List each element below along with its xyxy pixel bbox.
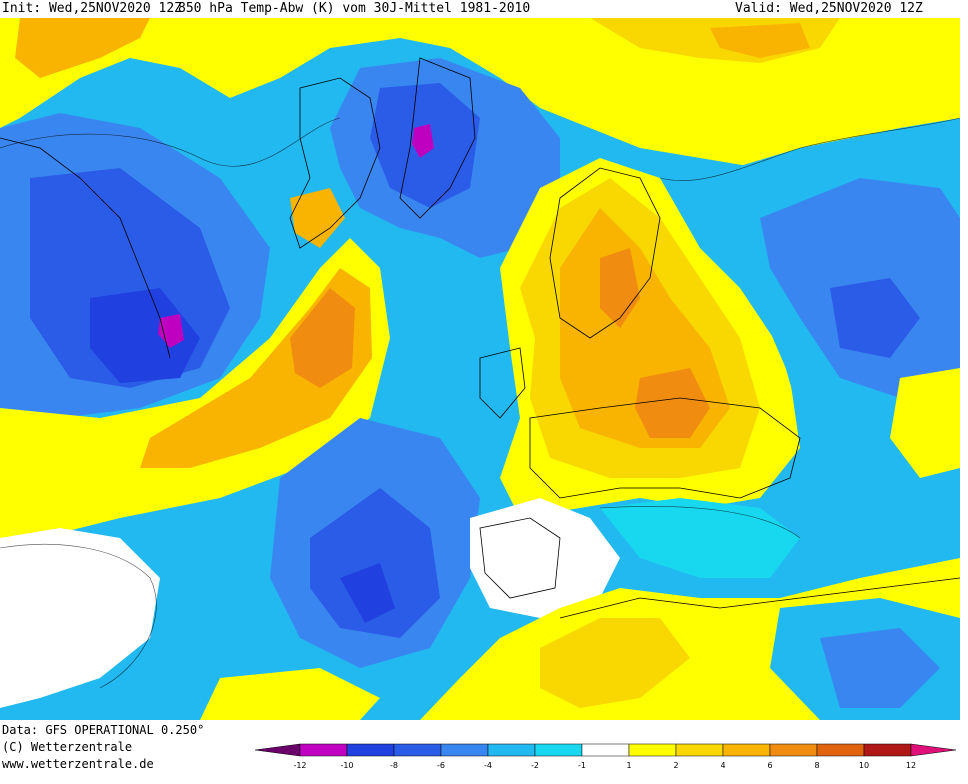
very-cold-region-russia (830, 278, 920, 358)
coast-greenland-west (289, 77, 381, 249)
legend-color-box (440, 743, 489, 757)
legend-color-box (722, 743, 771, 757)
anomaly-field (0, 18, 960, 720)
warm-region-northwest (15, 18, 150, 78)
legend-tick-label: 10 (859, 761, 869, 770)
legend-color-box (534, 743, 583, 757)
legend-tick-label: 2 (673, 761, 678, 770)
legend-tick-label: 1 (626, 761, 631, 770)
warm-tongue-peak (290, 288, 355, 388)
color-scale-bar: -12 -10 -8 -6 -4 -2 -1 1 2 4 6 8 10 12 (254, 743, 957, 770)
coast-british-isles (479, 347, 526, 419)
neutral-region-iberia (470, 498, 620, 618)
coast-svalbard (399, 57, 476, 219)
warm-tongue-atlantic (0, 238, 390, 538)
legend-tick-label: 8 (814, 761, 819, 770)
contour-line (0, 543, 157, 689)
init-time-label: Init: Wed,25NOV2020 12Z (2, 1, 183, 16)
contour-lines (0, 117, 960, 689)
copyright-label: (C) Wetterzentrale (2, 740, 133, 754)
legend-tick-label: 12 (906, 761, 916, 770)
legend-tick-label: -12 (293, 761, 306, 770)
cool-region-mediterranean (600, 498, 800, 578)
contour-line (599, 506, 801, 539)
legend-tick-label: -10 (340, 761, 353, 770)
legend-tick-label: 6 (767, 761, 772, 770)
legend-color-box (393, 743, 442, 757)
deep-cold-mid-atlantic (340, 563, 395, 623)
coast-scandinavia (549, 167, 661, 339)
valid-time-label: Valid: Wed,25NOV2020 12Z (735, 1, 923, 16)
coast-central-europe (529, 397, 801, 499)
map-header: Init: Wed,25NOV2020 12Z 850 hPa Temp-Abw… (0, 0, 968, 18)
neutral-region-southwest (0, 528, 160, 708)
legend-color-box (816, 743, 865, 757)
legend-color-box (299, 743, 348, 757)
temperature-anomaly-map (0, 18, 960, 720)
extreme-cold-greenland (412, 124, 434, 158)
extreme-cold-labrador (158, 314, 184, 348)
warm-patch-caspian (890, 368, 960, 478)
legend-color-box (863, 743, 912, 757)
data-source-label: Data: GFS OPERATIONAL 0.250° (2, 723, 205, 737)
deep-cold-labrador (90, 288, 200, 383)
legend-tick-label: -2 (531, 761, 539, 770)
hot-core-central-europe (635, 368, 710, 438)
cold-region-east-sahara (820, 628, 940, 708)
legend-high-arrow (910, 743, 957, 757)
warm-patch-denmark-strait (290, 188, 345, 248)
legend-tick-label: -8 (390, 761, 398, 770)
legend-tick-label: -4 (484, 761, 492, 770)
hot-core-scandinavia (600, 248, 640, 328)
legend-color-box (346, 743, 395, 757)
coast-north-africa (559, 577, 960, 619)
map-title: 850 hPa Temp-Abw (K) vom 30J-Mittel 1981… (178, 1, 531, 16)
legend-color-box (769, 743, 818, 757)
very-cold-region-mid-atlantic (310, 488, 440, 638)
legend-color-box (628, 743, 677, 757)
coast-canada (0, 137, 171, 359)
legend-tick-label: -6 (437, 761, 445, 770)
website-url-label: www.wetterzentrale.de (2, 757, 154, 771)
legend-tick-label: -1 (578, 761, 586, 770)
contour-line (0, 117, 341, 167)
legend-color-box (581, 743, 630, 757)
coastlines (0, 57, 960, 619)
contour-line (659, 117, 960, 181)
legend-color-box (487, 743, 536, 757)
color-scale-legend: -12 -10 -8 -6 -4 -2 -1 1 2 4 6 8 10 12 (254, 740, 960, 784)
legend-color-box (675, 743, 724, 757)
warm-core-north-russia (710, 23, 810, 58)
legend-tick-label: 4 (720, 761, 725, 770)
warm-region-south-atlantic (200, 668, 380, 720)
warmer-region-north-africa (540, 618, 690, 708)
coast-iberia (479, 517, 561, 599)
legend-low-arrow (254, 743, 301, 757)
